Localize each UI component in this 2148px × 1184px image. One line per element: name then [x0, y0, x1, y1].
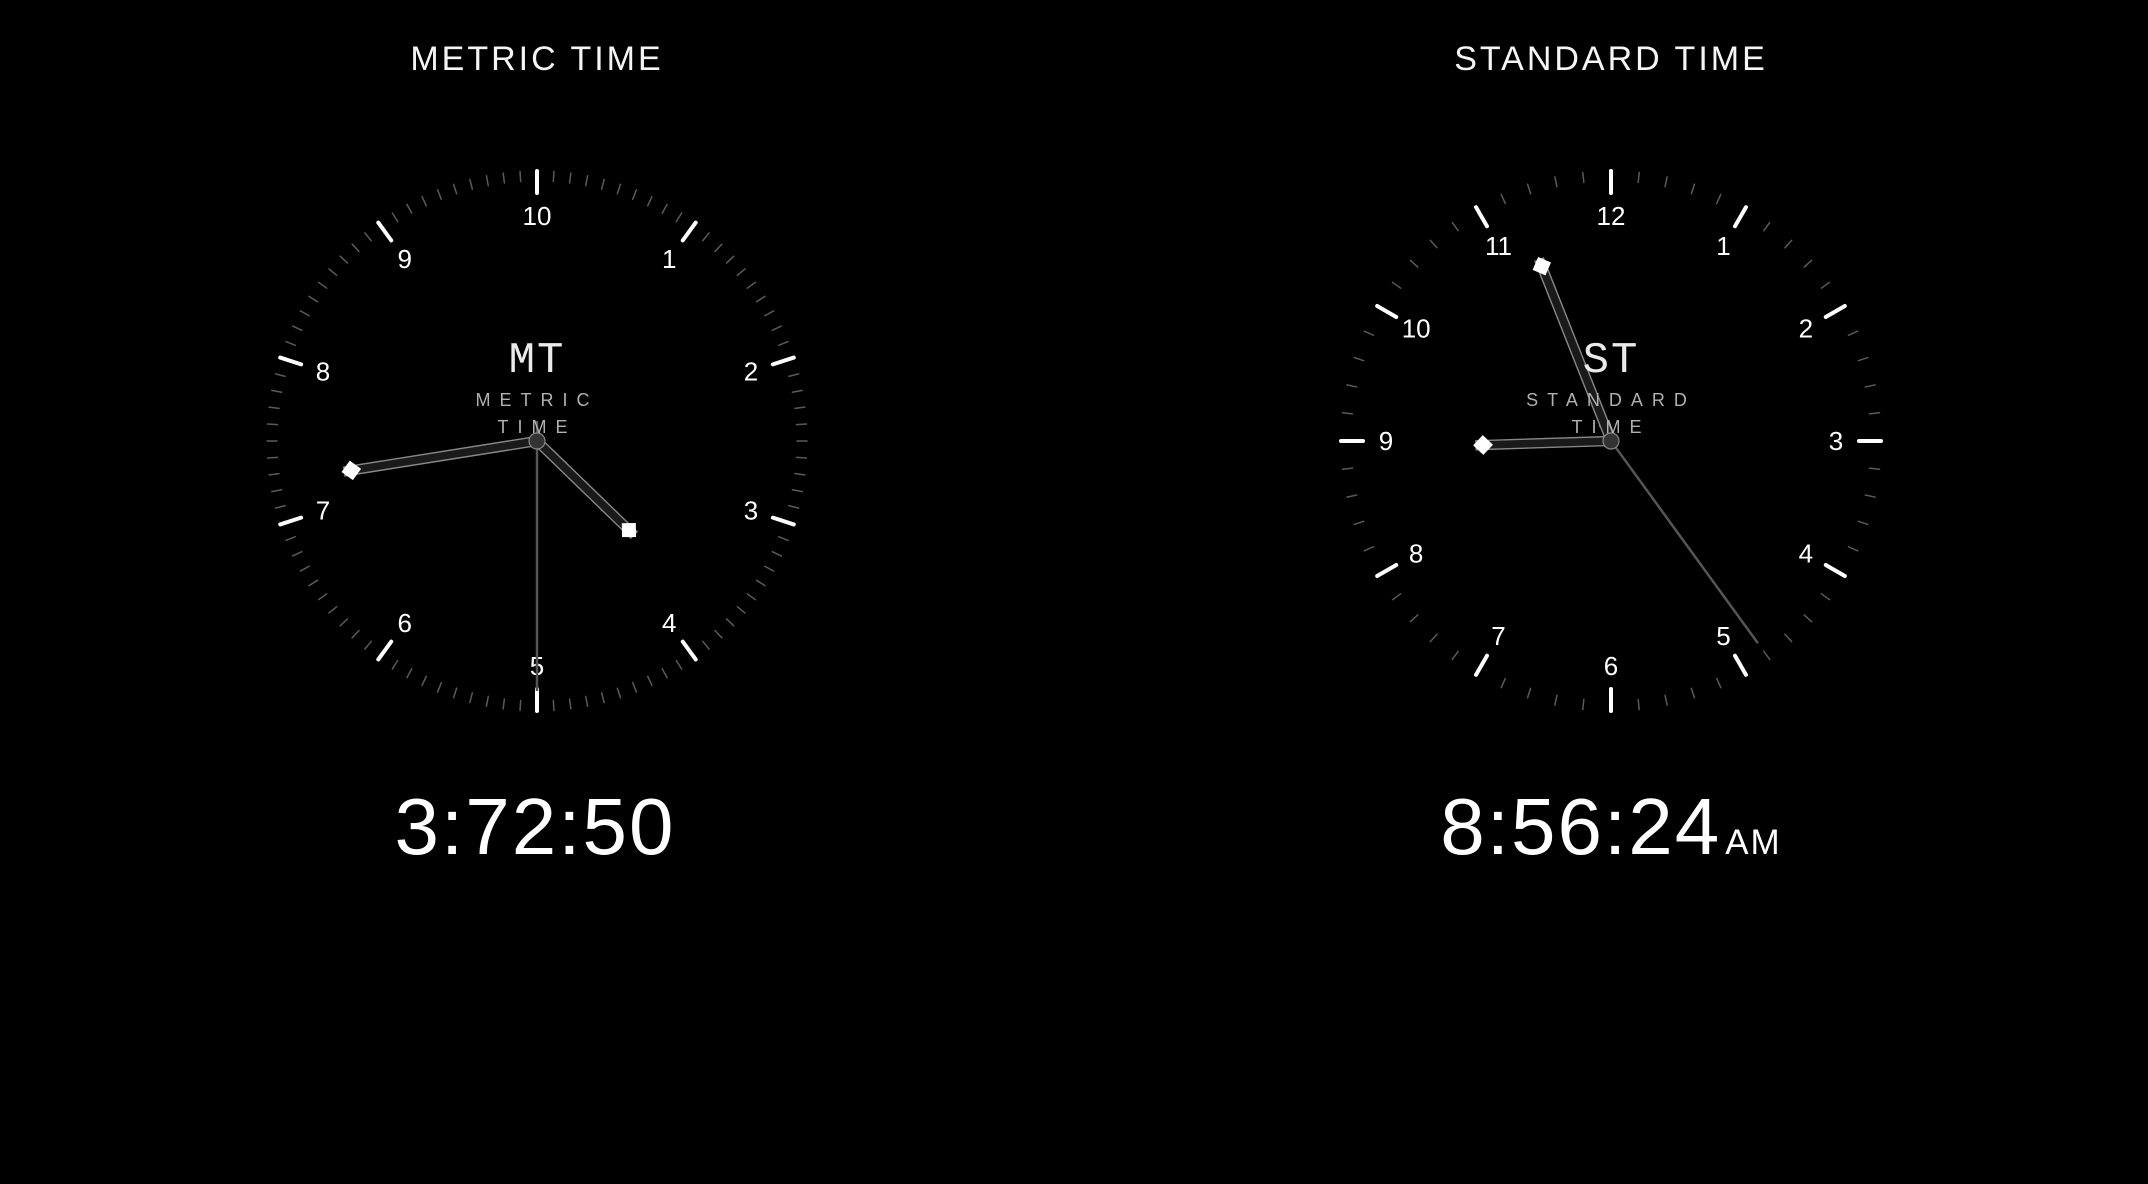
svg-text:5: 5	[1716, 621, 1730, 651]
metric-clock-block: METRIC TIME 12345678910 MT METRIC TIME 3…	[0, 40, 1074, 873]
standard-ampm: AM	[1725, 823, 1782, 862]
svg-text:7: 7	[1491, 621, 1505, 651]
svg-text:9: 9	[1379, 426, 1393, 456]
svg-text:3: 3	[1829, 426, 1843, 456]
svg-text:3: 3	[744, 496, 758, 526]
standard-digital-readout: 8:56:24AM	[1440, 781, 1781, 873]
svg-text:1: 1	[662, 244, 676, 274]
standard-digital-value: 8:56:24	[1440, 782, 1721, 871]
svg-text:9: 9	[398, 244, 412, 274]
svg-text:1: 1	[1716, 231, 1730, 261]
standard-clock-svg: 123456789101112	[1261, 91, 1961, 791]
svg-text:8: 8	[316, 356, 330, 386]
svg-text:12: 12	[1597, 201, 1626, 231]
standard-clock-face: 123456789101112 ST STANDARD TIME	[1261, 91, 1961, 791]
standard-heading: STANDARD TIME	[1454, 40, 1768, 79]
metric-clock-svg: 12345678910	[187, 91, 887, 791]
svg-text:10: 10	[1402, 314, 1431, 344]
metric-digital-value: 3:72:50	[395, 782, 676, 871]
metric-heading: METRIC TIME	[410, 40, 663, 79]
svg-text:6: 6	[398, 608, 412, 638]
svg-text:6: 6	[1604, 651, 1618, 681]
svg-text:11: 11	[1485, 231, 1512, 261]
svg-text:2: 2	[744, 356, 758, 386]
svg-text:7: 7	[316, 496, 330, 526]
svg-text:8: 8	[1409, 539, 1423, 569]
metric-digital-readout: 3:72:50	[395, 781, 680, 873]
svg-text:2: 2	[1799, 314, 1813, 344]
svg-text:4: 4	[662, 608, 676, 638]
app-canvas: METRIC TIME 12345678910 MT METRIC TIME 3…	[0, 0, 2148, 1184]
svg-text:4: 4	[1799, 539, 1813, 569]
svg-text:10: 10	[523, 201, 552, 231]
metric-clock-face: 12345678910 MT METRIC TIME	[187, 91, 887, 791]
standard-clock-block: STANDARD TIME 123456789101112 ST STANDAR…	[1074, 40, 2148, 873]
